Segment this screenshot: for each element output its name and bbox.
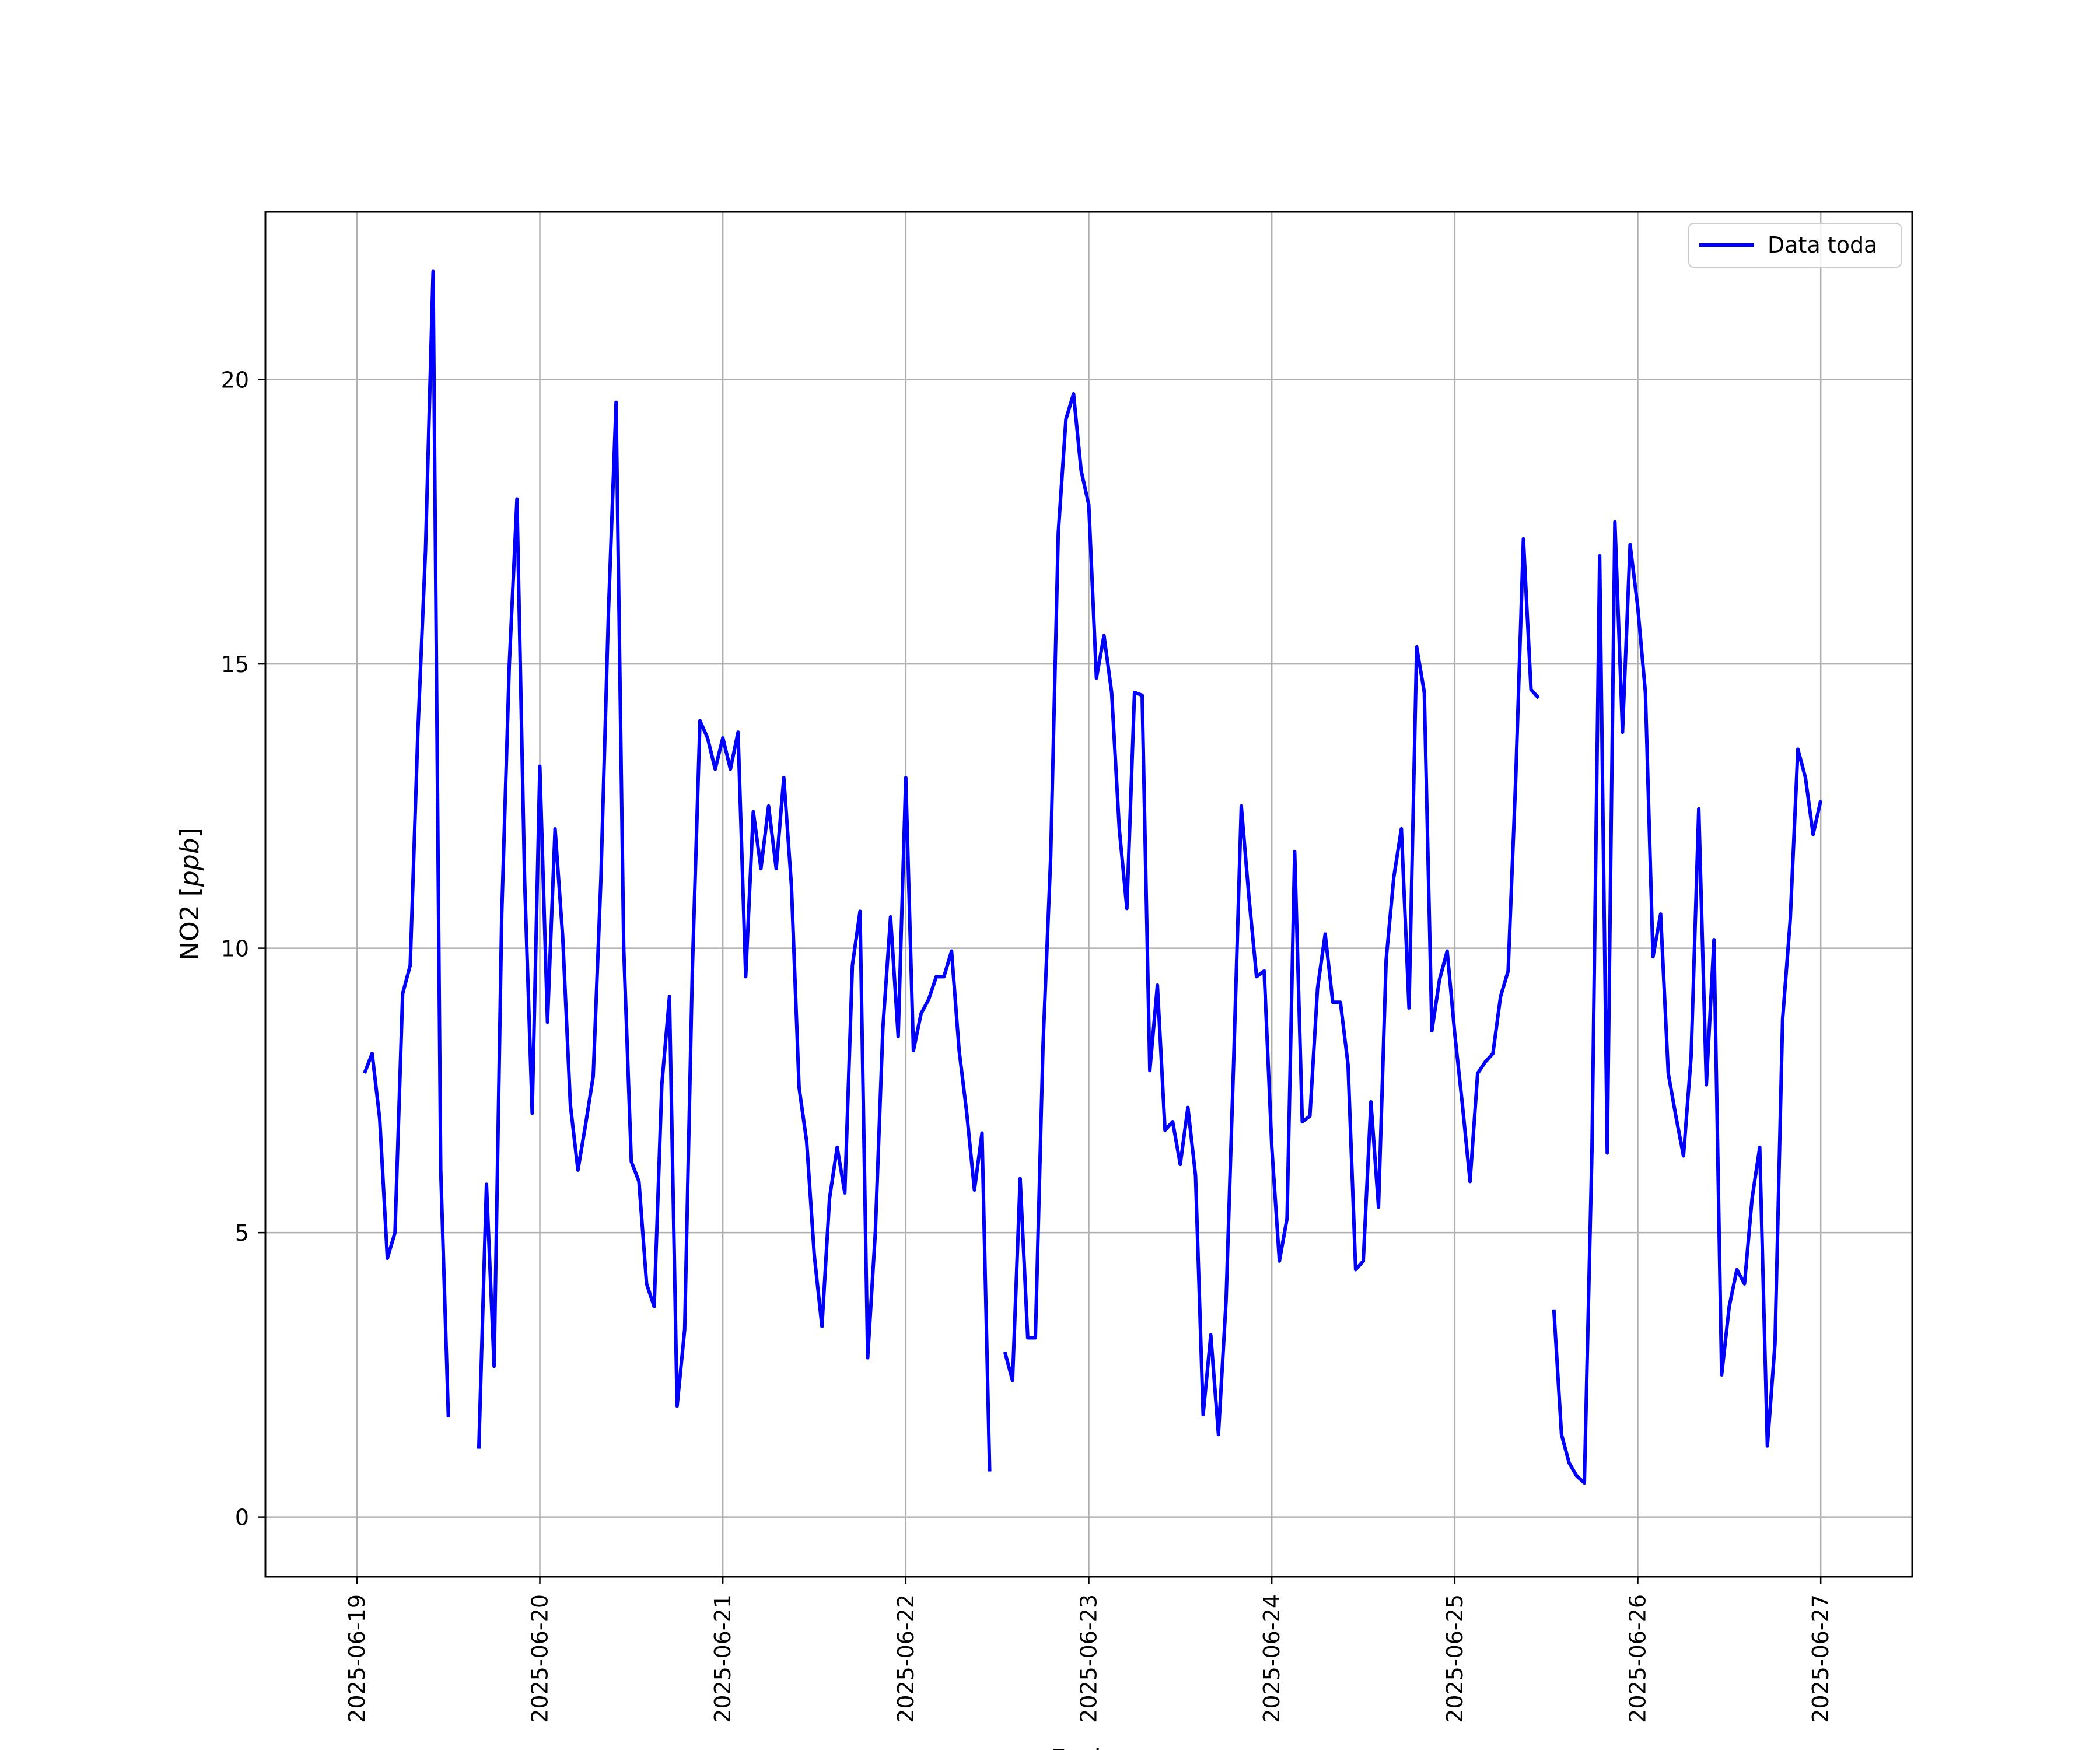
x-tick-label: 2025-06-19 [344,1594,370,1723]
series-line-segment [477,400,992,1472]
legend-label: Data toda [1768,232,1877,258]
series-line-segment [1003,392,1540,1437]
y-axis-title-text: NO2 [ [175,887,205,961]
y-tick-label: 0 [235,1505,249,1531]
grid-lines [265,212,1912,1577]
x-tick-label: 2025-06-24 [1259,1594,1284,1723]
y-tick-label: 10 [221,936,249,962]
series-line-segment [1552,520,1823,1485]
x-tick-label: 2025-06-21 [710,1594,736,1723]
x-tick-label: 2025-06-26 [1625,1594,1651,1723]
x-tick-label: 2025-06-27 [1808,1594,1833,1723]
x-tick-label: 2025-06-25 [1442,1594,1468,1723]
series-line-segment [363,270,450,1418]
y-axis-title: NO2 [ppb] [175,828,205,961]
y-tick-label: 15 [221,652,249,677]
y-axis-title-unit: ppb [175,838,205,887]
legend: Data toda [1688,223,1902,268]
legend-box [1688,223,1902,268]
data-series-lines [363,270,1823,1485]
x-tick-label: 2025-06-22 [893,1594,919,1723]
y-axis-title-close: ] [175,828,205,838]
x-tick-label: 2025-06-20 [527,1594,553,1723]
x-axis-ticks: 2025-06-19 2025-06-20 2025-06-21 2025-06-22… [344,1577,1833,1723]
y-tick-label: 20 [221,368,249,393]
y-axis-ticks: 0 5 10 15 20 [221,368,265,1531]
y-tick-label: 5 [235,1220,249,1246]
x-tick-label: 2025-06-23 [1076,1594,1102,1723]
x-axis-title: Fecha [1051,1744,1126,1750]
